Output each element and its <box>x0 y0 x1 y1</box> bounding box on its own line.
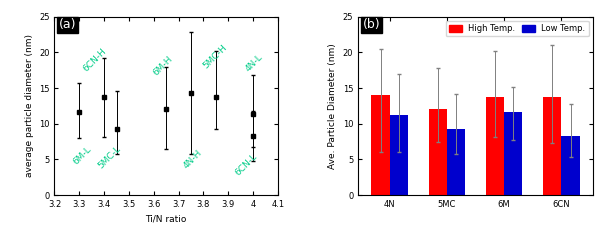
Bar <box>390 115 408 195</box>
Legend: High Temp., Low Temp.: High Temp., Low Temp. <box>446 21 589 36</box>
Y-axis label: Ave. Particle Diameter (nm): Ave. Particle Diameter (nm) <box>329 43 337 169</box>
Text: 6M-L: 6M-L <box>72 145 94 167</box>
Bar <box>447 129 465 195</box>
Text: (b): (b) <box>363 19 381 31</box>
Bar <box>561 136 580 195</box>
Text: 4N-H: 4N-H <box>181 148 203 170</box>
X-axis label: Ti/N ratio: Ti/N ratio <box>146 215 187 223</box>
Y-axis label: average particle diameter (nm): average particle diameter (nm) <box>25 35 33 177</box>
Text: 6M-H: 6M-H <box>151 54 174 77</box>
Bar <box>543 97 561 195</box>
Bar <box>428 109 447 195</box>
Text: (a): (a) <box>59 19 76 31</box>
Bar <box>486 97 504 195</box>
Text: 5MC-H: 5MC-H <box>201 43 229 70</box>
Text: 4N-L: 4N-L <box>243 53 264 74</box>
Text: 6CN-L: 6CN-L <box>234 152 259 177</box>
Text: 6CN-H: 6CN-H <box>82 47 108 74</box>
Text: 5MC-L: 5MC-L <box>97 144 123 170</box>
Bar <box>371 95 390 195</box>
Bar <box>504 112 523 195</box>
